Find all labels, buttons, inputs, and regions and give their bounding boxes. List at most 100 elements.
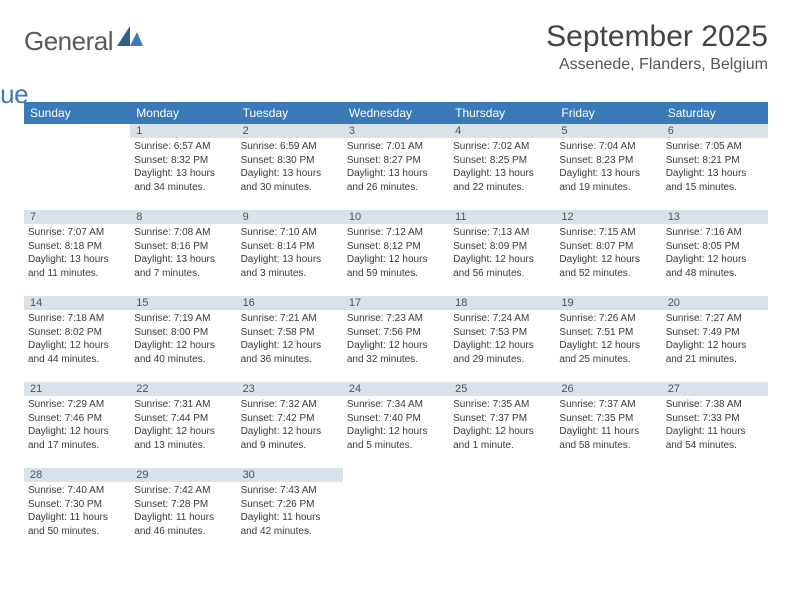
day-sunrise: Sunrise: 7:38 AM [666,398,764,412]
day-daylight1: Daylight: 12 hours [134,425,232,439]
day-daylight2: and 42 minutes. [241,525,339,539]
weekday-header: Thursday [449,102,555,124]
day-daylight1: Daylight: 12 hours [28,339,126,353]
day-details: Sunrise: 7:31 AMSunset: 7:44 PMDaylight:… [130,396,236,452]
day-daylight1: Daylight: 12 hours [559,253,657,267]
day-daylight2: and 30 minutes. [241,181,339,195]
weekday-header: Saturday [662,102,768,124]
day-number: 28 [24,468,130,482]
day-daylight2: and 25 minutes. [559,353,657,367]
calendar-cell: 30Sunrise: 7:43 AMSunset: 7:26 PMDayligh… [237,468,343,554]
day-number: 6 [662,124,768,138]
day-daylight1: Daylight: 12 hours [241,425,339,439]
calendar-cell: 14Sunrise: 7:18 AMSunset: 8:02 PMDayligh… [24,296,130,382]
calendar-cell-blank [449,468,555,554]
day-sunrise: Sunrise: 7:27 AM [666,312,764,326]
day-daylight2: and 15 minutes. [666,181,764,195]
day-details: Sunrise: 6:59 AMSunset: 8:30 PMDaylight:… [237,138,343,194]
day-sunrise: Sunrise: 7:12 AM [347,226,445,240]
day-details: Sunrise: 7:10 AMSunset: 8:14 PMDaylight:… [237,224,343,280]
day-sunset: Sunset: 8:12 PM [347,240,445,254]
day-number: 13 [662,210,768,224]
day-sunset: Sunset: 7:37 PM [453,412,551,426]
day-sunrise: Sunrise: 7:07 AM [28,226,126,240]
day-sunrise: Sunrise: 7:42 AM [134,484,232,498]
calendar-row: 28Sunrise: 7:40 AMSunset: 7:30 PMDayligh… [24,468,768,554]
day-daylight2: and 59 minutes. [347,267,445,281]
day-sunrise: Sunrise: 7:16 AM [666,226,764,240]
day-daylight1: Daylight: 13 hours [241,253,339,267]
day-number: 1 [130,124,236,138]
day-sunset: Sunset: 8:09 PM [453,240,551,254]
day-details: Sunrise: 7:34 AMSunset: 7:40 PMDaylight:… [343,396,449,452]
day-sunset: Sunset: 8:32 PM [134,154,232,168]
weekday-header: Tuesday [237,102,343,124]
day-number: 3 [343,124,449,138]
day-number: 12 [555,210,661,224]
day-daylight1: Daylight: 11 hours [241,511,339,525]
day-daylight1: Daylight: 13 hours [666,167,764,181]
day-details: Sunrise: 7:15 AMSunset: 8:07 PMDaylight:… [555,224,661,280]
calendar-cell: 12Sunrise: 7:15 AMSunset: 8:07 PMDayligh… [555,210,661,296]
calendar-cell: 26Sunrise: 7:37 AMSunset: 7:35 PMDayligh… [555,382,661,468]
day-sunset: Sunset: 7:42 PM [241,412,339,426]
day-details: Sunrise: 7:02 AMSunset: 8:25 PMDaylight:… [449,138,555,194]
day-number: 21 [24,382,130,396]
day-sunset: Sunset: 7:49 PM [666,326,764,340]
day-details: Sunrise: 7:16 AMSunset: 8:05 PMDaylight:… [662,224,768,280]
day-details: Sunrise: 7:35 AMSunset: 7:37 PMDaylight:… [449,396,555,452]
day-number: 29 [130,468,236,482]
day-details: Sunrise: 7:27 AMSunset: 7:49 PMDaylight:… [662,310,768,366]
day-number: 27 [662,382,768,396]
calendar-cell: 9Sunrise: 7:10 AMSunset: 8:14 PMDaylight… [237,210,343,296]
calendar-row: 7Sunrise: 7:07 AMSunset: 8:18 PMDaylight… [24,210,768,296]
weekday-header: Wednesday [343,102,449,124]
day-details: Sunrise: 7:32 AMSunset: 7:42 PMDaylight:… [237,396,343,452]
calendar-cell: 6Sunrise: 7:05 AMSunset: 8:21 PMDaylight… [662,124,768,210]
day-details: Sunrise: 7:19 AMSunset: 8:00 PMDaylight:… [130,310,236,366]
day-number: 18 [449,296,555,310]
day-details: Sunrise: 7:01 AMSunset: 8:27 PMDaylight:… [343,138,449,194]
day-daylight2: and 17 minutes. [28,439,126,453]
day-number: 2 [237,124,343,138]
day-daylight1: Daylight: 12 hours [666,253,764,267]
day-daylight2: and 19 minutes. [559,181,657,195]
weekday-row: SundayMondayTuesdayWednesdayThursdayFrid… [24,102,768,124]
day-sunset: Sunset: 7:26 PM [241,498,339,512]
day-daylight2: and 22 minutes. [453,181,551,195]
day-sunset: Sunset: 7:46 PM [28,412,126,426]
calendar-cell-blank [662,468,768,554]
day-sunrise: Sunrise: 7:13 AM [453,226,551,240]
day-details: Sunrise: 7:04 AMSunset: 8:23 PMDaylight:… [555,138,661,194]
day-sunrise: Sunrise: 7:01 AM [347,140,445,154]
day-number: 20 [662,296,768,310]
day-sunrise: Sunrise: 7:19 AM [134,312,232,326]
day-sunset: Sunset: 8:23 PM [559,154,657,168]
day-daylight1: Daylight: 12 hours [28,425,126,439]
weekday-header: Friday [555,102,661,124]
day-sunset: Sunset: 7:40 PM [347,412,445,426]
day-number: 30 [237,468,343,482]
day-details: Sunrise: 7:38 AMSunset: 7:33 PMDaylight:… [662,396,768,452]
day-sunrise: Sunrise: 7:35 AM [453,398,551,412]
day-number: 10 [343,210,449,224]
day-sunset: Sunset: 7:30 PM [28,498,126,512]
calendar-cell: 11Sunrise: 7:13 AMSunset: 8:09 PMDayligh… [449,210,555,296]
day-daylight1: Daylight: 12 hours [453,339,551,353]
calendar-row: 21Sunrise: 7:29 AMSunset: 7:46 PMDayligh… [24,382,768,468]
day-daylight2: and 32 minutes. [347,353,445,367]
day-daylight2: and 1 minute. [453,439,551,453]
day-daylight1: Daylight: 13 hours [134,167,232,181]
day-daylight1: Daylight: 12 hours [347,339,445,353]
day-daylight1: Daylight: 12 hours [347,425,445,439]
day-daylight2: and 3 minutes. [241,267,339,281]
day-number: 26 [555,382,661,396]
calendar-cell: 1Sunrise: 6:57 AMSunset: 8:32 PMDaylight… [130,124,236,210]
day-sunrise: Sunrise: 7:29 AM [28,398,126,412]
brand-blue: Blue [0,79,28,109]
calendar-cell: 17Sunrise: 7:23 AMSunset: 7:56 PMDayligh… [343,296,449,382]
calendar-cell: 8Sunrise: 7:08 AMSunset: 8:16 PMDaylight… [130,210,236,296]
day-details: Sunrise: 7:08 AMSunset: 8:16 PMDaylight:… [130,224,236,280]
day-details: Sunrise: 6:57 AMSunset: 8:32 PMDaylight:… [130,138,236,194]
day-sunrise: Sunrise: 7:37 AM [559,398,657,412]
